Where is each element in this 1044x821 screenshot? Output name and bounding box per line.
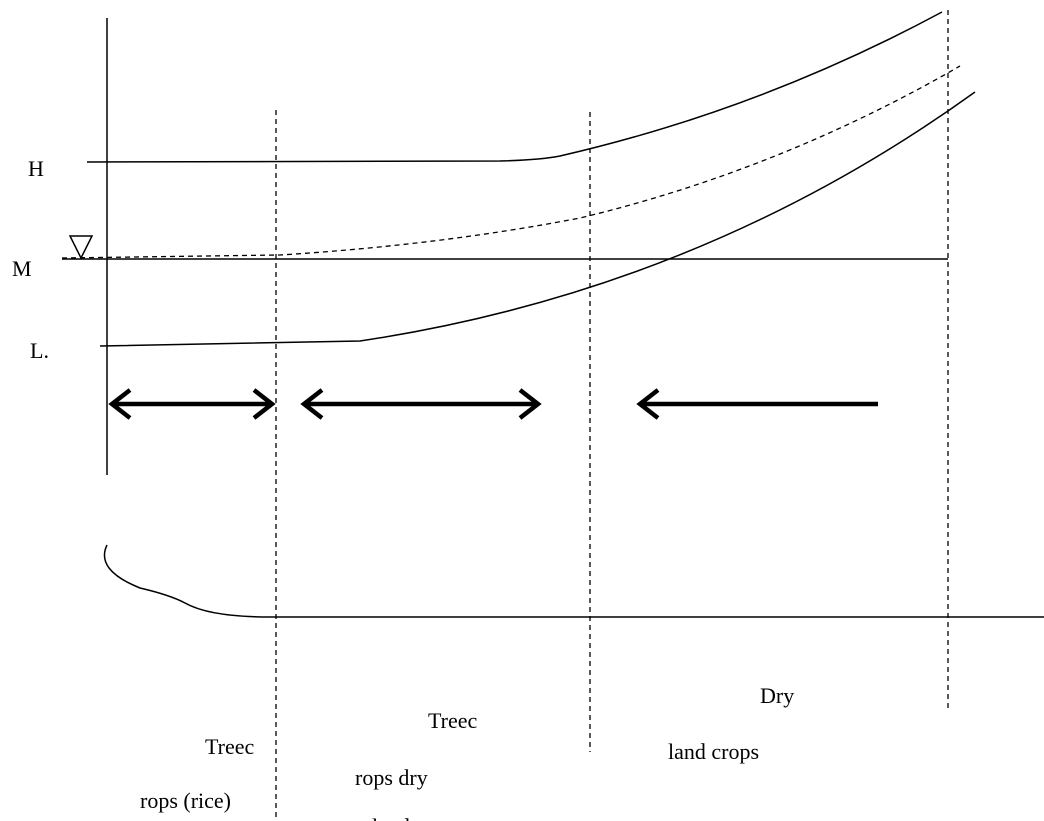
water-symbol <box>68 235 94 260</box>
arrow <box>300 388 542 420</box>
zone-label: Dry <box>760 683 794 708</box>
zone-label: Treec <box>205 734 255 759</box>
low-curve <box>99 91 976 347</box>
level-label: L. <box>30 338 49 363</box>
zone-label: land crops <box>668 739 759 764</box>
zone-label: land <box>372 814 410 821</box>
ground-line <box>103 544 1044 618</box>
level-label: M <box>12 256 32 281</box>
zone-label: rops dry <box>355 765 428 790</box>
zone-label: Treec <box>428 708 478 733</box>
high-curve <box>86 11 943 163</box>
zone-label: rops (rice) <box>140 788 231 813</box>
arrow <box>108 388 276 420</box>
arrow <box>636 388 878 420</box>
level-label: H <box>28 156 44 181</box>
